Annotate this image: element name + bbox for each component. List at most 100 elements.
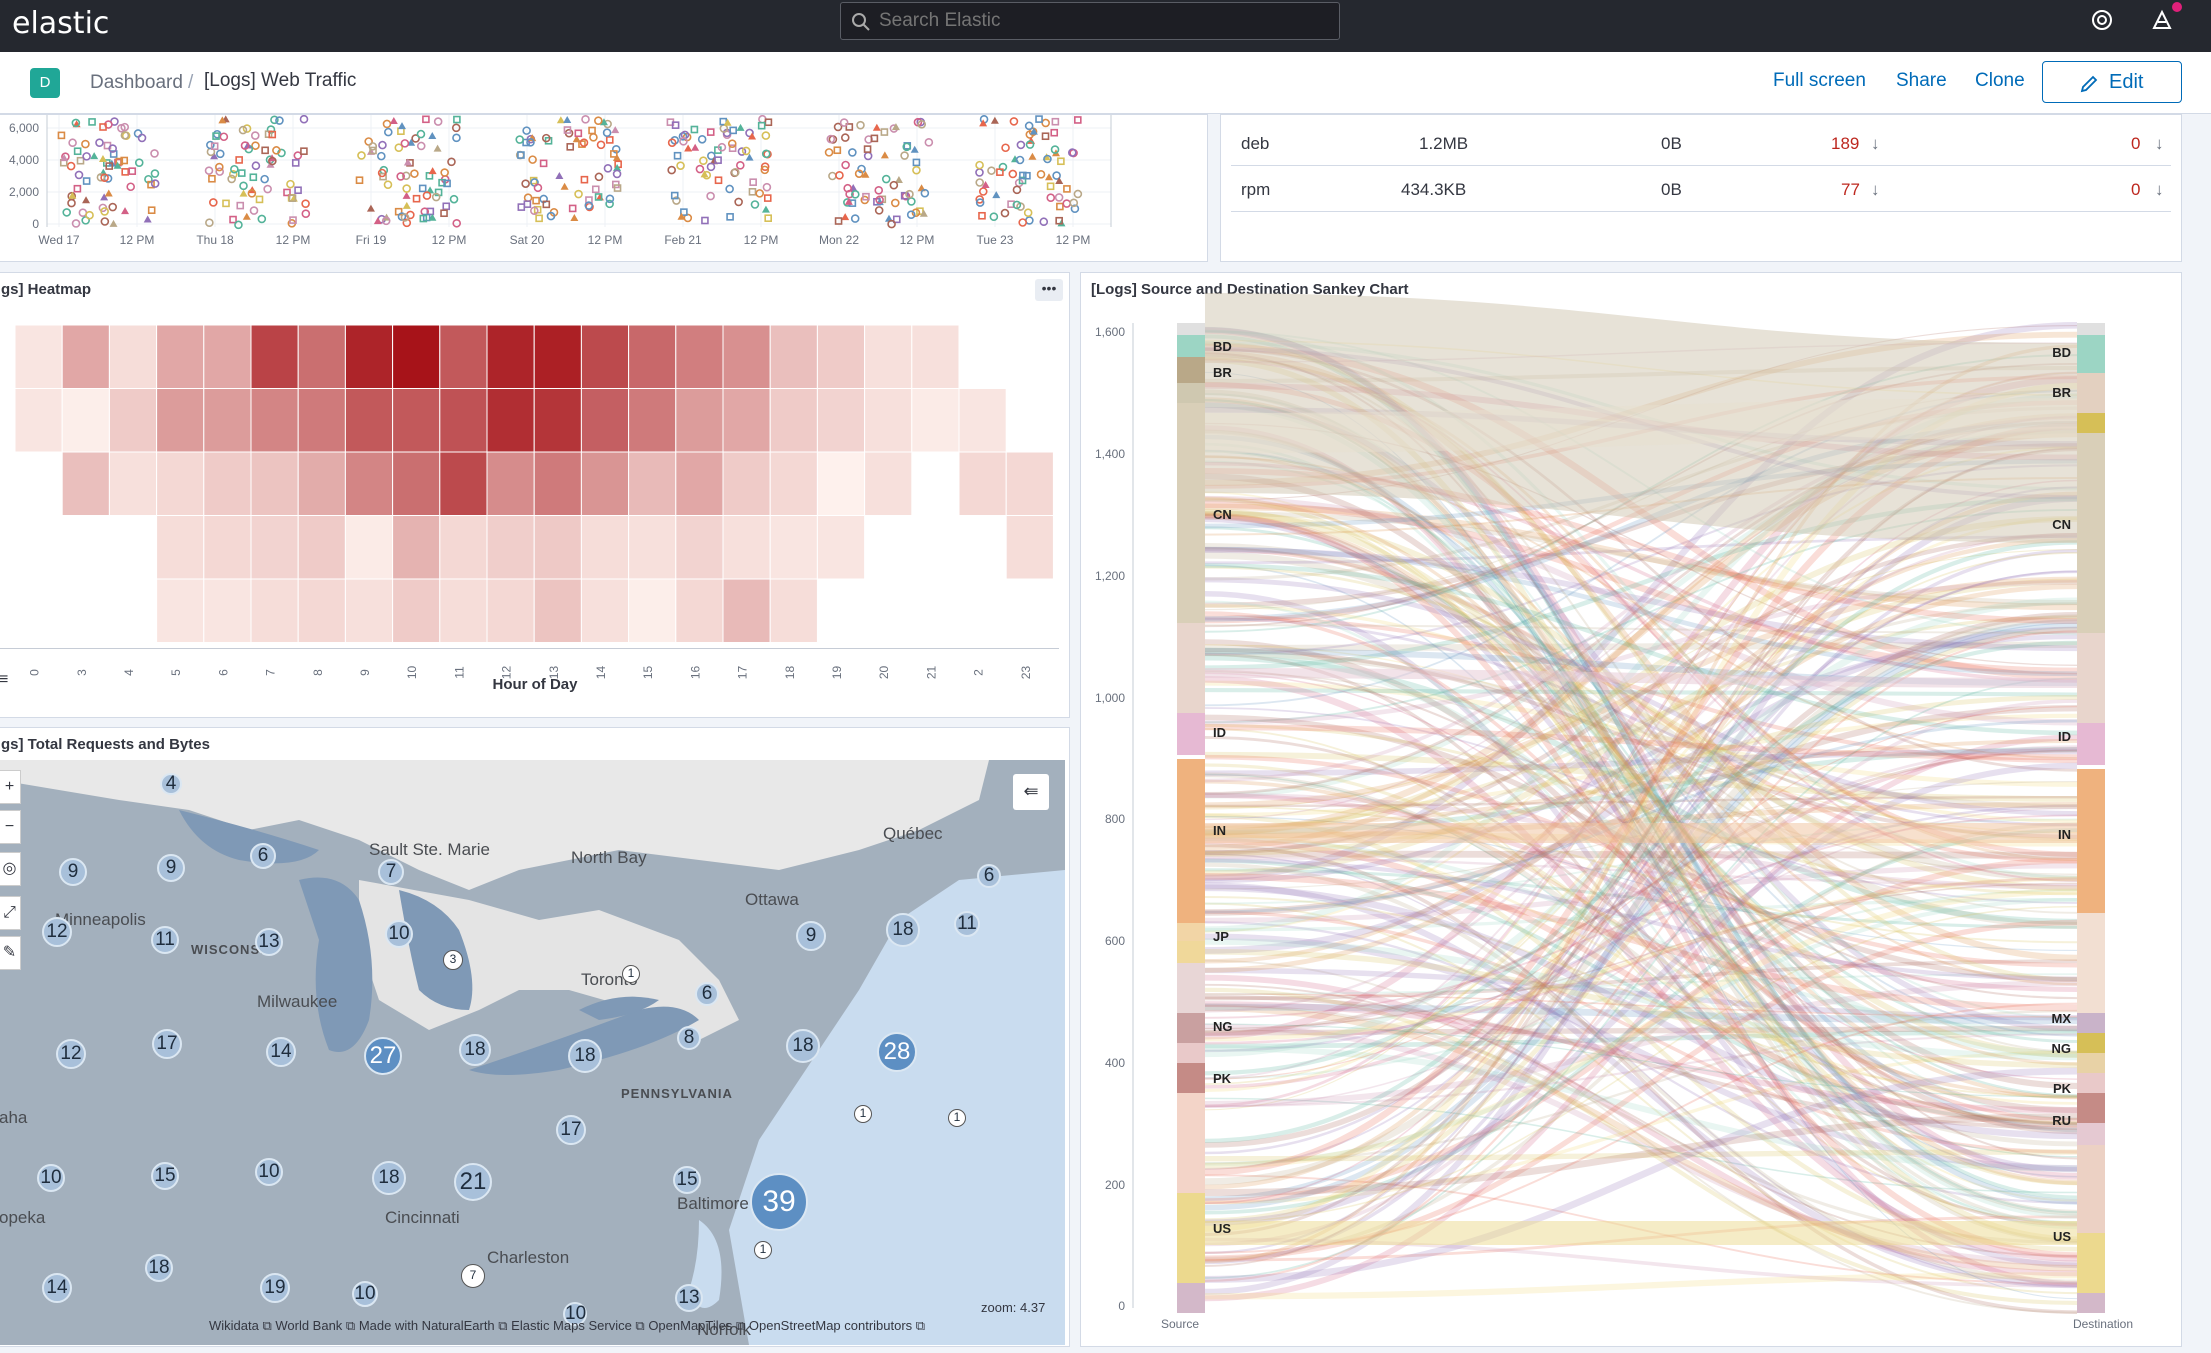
scatter-point — [515, 135, 525, 144]
share-link[interactable]: Share — [1896, 70, 1947, 91]
ruler-icon[interactable]: ✎ — [0, 936, 21, 970]
map-cluster[interactable]: 10 — [563, 1302, 587, 1326]
map-cluster[interactable]: 10 — [352, 1281, 378, 1307]
map-cluster[interactable]: 1 — [622, 965, 640, 983]
draw-tool-icon[interactable]: ⤢ — [0, 896, 21, 930]
map-cluster[interactable]: 1 — [754, 1241, 772, 1259]
map-cluster[interactable]: 3 — [443, 950, 463, 970]
sankey-link — [1204, 856, 2078, 887]
full-screen-link[interactable]: Full screen — [1773, 70, 1866, 91]
newsfeed-icon[interactable] — [2150, 8, 2174, 32]
sankey-link — [1204, 622, 2078, 1211]
map-cluster[interactable]: 18 — [786, 1029, 820, 1063]
heatmap-cell — [722, 451, 771, 516]
map-cluster[interactable]: 18 — [886, 913, 920, 947]
map-cluster[interactable]: 14 — [42, 1273, 72, 1303]
map-cluster[interactable]: 6 — [977, 864, 1001, 888]
map-cluster[interactable]: 15 — [151, 1162, 179, 1190]
map-cluster[interactable]: 11 — [151, 926, 179, 954]
scatter-point — [268, 156, 277, 166]
arrow-down-icon: ↓ — [1871, 134, 1880, 153]
sankey-source-label: BD — [1213, 339, 1232, 354]
sankey-destination-node — [2077, 1013, 2105, 1033]
heatmap-cell — [769, 515, 818, 580]
panel-options-icon[interactable]: ••• — [1035, 279, 1063, 301]
scatter-point — [533, 183, 543, 193]
map-cluster[interactable]: 18 — [459, 1034, 491, 1066]
map-cluster[interactable]: 11 — [954, 911, 980, 937]
map-cluster[interactable]: 6 — [695, 982, 719, 1006]
map-cluster[interactable]: 27 — [364, 1037, 402, 1075]
map-attribution[interactable]: Wikidata ⧉ World Bank ⧉ Made with Natura… — [209, 1318, 926, 1333]
clone-link[interactable]: Clone — [1975, 70, 2025, 91]
sankey-source-node — [1177, 357, 1205, 383]
sankey-destination-node — [2077, 1293, 2105, 1313]
sankey-link — [1204, 747, 2078, 1089]
map-cluster[interactable]: 17 — [556, 1115, 586, 1145]
map-cluster[interactable]: 12 — [56, 1039, 86, 1069]
search-input[interactable] — [879, 3, 1319, 39]
space-avatar[interactable]: D — [30, 68, 60, 98]
map-cluster[interactable]: 15 — [673, 1166, 701, 1194]
help-icon[interactable] — [2090, 8, 2114, 32]
scatter-point — [90, 152, 99, 160]
map-cluster[interactable]: 12 — [42, 917, 72, 947]
search-box[interactable] — [840, 2, 1340, 40]
zoom-out-icon[interactable]: − — [0, 810, 21, 844]
map-canvas[interactable]: + − ◎ ⤢ ✎ ⇚ Sault Ste. Marie North Bay Q… — [0, 760, 1065, 1345]
legend-toggle-icon[interactable]: ≡ — [0, 671, 8, 689]
sankey-link — [1204, 706, 2078, 1080]
map-cluster[interactable]: 14 — [266, 1037, 296, 1067]
sankey-source-label: US — [1213, 1221, 1231, 1236]
scatter-point — [215, 149, 225, 159]
map-cluster[interactable]: 4 — [160, 773, 182, 795]
map-cluster[interactable]: 18 — [372, 1161, 406, 1195]
sankey-link — [1204, 897, 2078, 1167]
scatter-point — [96, 173, 106, 182]
map-cluster[interactable]: 9 — [157, 854, 185, 882]
map-cluster[interactable]: 8 — [677, 1026, 701, 1050]
map-cluster[interactable]: 9 — [59, 858, 87, 886]
map-cluster[interactable]: 10 — [385, 920, 413, 948]
map-cluster[interactable]: 18 — [145, 1254, 173, 1282]
zoom-in-icon[interactable]: + — [0, 770, 21, 804]
edit-button[interactable]: Edit — [2042, 61, 2182, 103]
map-cluster[interactable]: 17 — [152, 1029, 182, 1059]
sankey-link — [1204, 804, 2078, 1053]
scatter-point — [147, 206, 156, 215]
breadcrumb-dashboard[interactable]: Dashboard — [90, 72, 183, 93]
elastic-logo[interactable]: elastic — [12, 6, 110, 41]
map-cluster[interactable]: 6 — [250, 843, 276, 869]
map-cluster[interactable]: 21 — [454, 1163, 492, 1201]
map-cluster[interactable]: 19 — [260, 1273, 290, 1303]
map-cluster[interactable]: 13 — [255, 928, 283, 956]
map-cluster[interactable]: 7 — [461, 1264, 485, 1288]
map-cluster[interactable]: 18 — [568, 1039, 602, 1073]
sankey-source-node — [1177, 403, 1205, 623]
map-cluster[interactable]: 7 — [378, 859, 404, 885]
map-cluster[interactable]: 1 — [854, 1105, 872, 1123]
sankey-link — [1204, 615, 2078, 830]
map-cluster[interactable]: 10 — [37, 1164, 65, 1192]
sankey-link — [1204, 517, 2078, 1093]
layer-toggle-icon[interactable]: ⇚ — [1013, 774, 1049, 810]
map-cluster[interactable]: 13 — [675, 1284, 703, 1312]
scatter-point — [67, 198, 76, 208]
map-cluster[interactable]: 39 — [750, 1173, 808, 1231]
place-label: Norfolk — [697, 1320, 751, 1339]
map-cluster[interactable]: 10 — [255, 1158, 283, 1186]
y-tick: 6,000 — [9, 121, 39, 135]
scatter-point — [293, 151, 303, 160]
sankey-destination-node — [2077, 413, 2105, 433]
map-title: gs] Total Requests and Bytes — [1, 736, 210, 753]
map-cluster[interactable]: 28 — [877, 1032, 917, 1072]
scatter-point — [887, 219, 896, 229]
sankey-link — [1204, 614, 2078, 1186]
sankey-link — [1204, 843, 2078, 1314]
scatter-point — [438, 178, 446, 187]
locate-icon[interactable]: ◎ — [0, 852, 21, 886]
map-cluster[interactable]: 9 — [796, 921, 826, 951]
sankey-link — [1204, 858, 2078, 981]
scatter-point — [1023, 171, 1031, 180]
map-cluster[interactable]: 1 — [948, 1109, 966, 1127]
